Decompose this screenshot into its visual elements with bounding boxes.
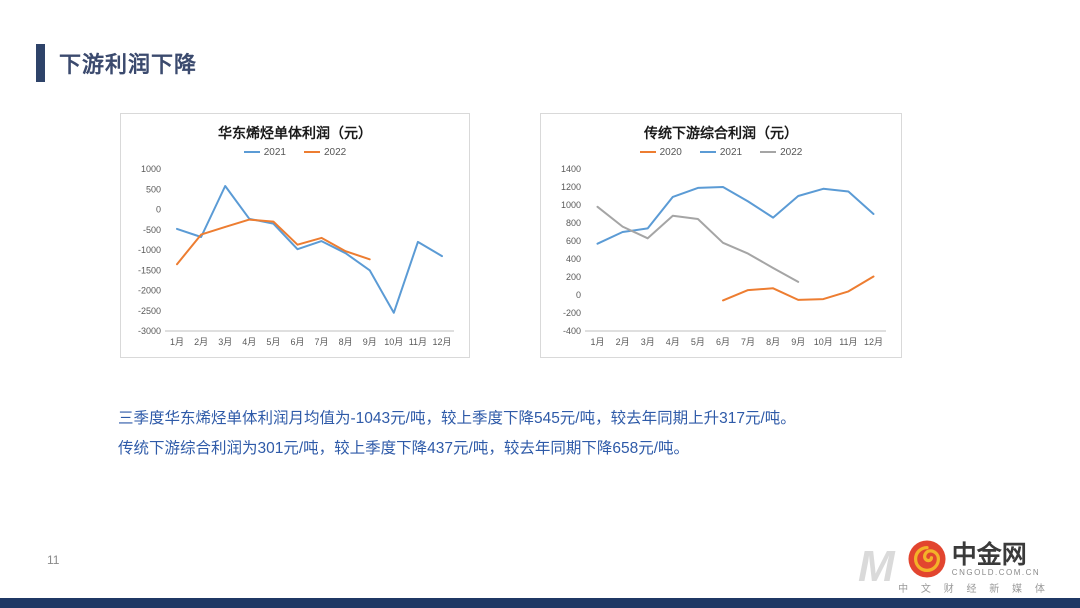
x-tick-label: 1月 xyxy=(170,337,184,347)
y-tick-label: -200 xyxy=(563,308,581,318)
x-tick-label: 10月 xyxy=(384,337,403,347)
y-tick-label: 0 xyxy=(156,205,161,215)
legend-swatch xyxy=(699,150,716,154)
y-tick-label: 0 xyxy=(576,290,581,300)
brand-tagline: 中 文 财 经 新 媒 体 xyxy=(898,584,1050,595)
x-tick-label: 6月 xyxy=(290,337,304,347)
series-line-2021 xyxy=(176,185,443,314)
series-line-2021 xyxy=(596,186,875,245)
x-tick-label: 1月 xyxy=(591,337,605,347)
legend-label: 2020 xyxy=(659,146,682,158)
y-tick-label: -500 xyxy=(143,225,161,235)
page-title: 下游利润下降 xyxy=(59,52,198,77)
chart-title: 华东烯烃单体利润（元） xyxy=(218,125,372,141)
x-tick-label: 10月 xyxy=(814,337,833,347)
legend-item-2022: 2022 xyxy=(304,147,346,158)
chart-legend: 2020 2021 2022 xyxy=(547,146,895,158)
series-line-2022 xyxy=(596,205,800,283)
brand-name: 中金网 xyxy=(951,540,1027,569)
x-tick-label: 7月 xyxy=(315,337,329,347)
x-tick-label: 2月 xyxy=(616,337,630,347)
x-tick-label: 3月 xyxy=(218,337,232,347)
legend-label: 2022 xyxy=(780,146,803,158)
y-tick-label: 600 xyxy=(566,236,581,246)
y-tick-label: -400 xyxy=(563,326,581,336)
x-tick-label: 11月 xyxy=(409,337,427,347)
x-tick-label: 8月 xyxy=(339,337,353,347)
footer-accent-bar xyxy=(0,598,1080,608)
y-tick-label: -2000 xyxy=(138,286,161,296)
legend-label: 2021 xyxy=(719,146,743,158)
brand-block: M 中金网 CNGOLD.COM.CN 中 文 财 经 新 媒 体 xyxy=(858,540,1074,595)
line-chart-monomer-profit: 1000 500 0 -500 -1000 -1500 -2000 -2500 -3000 1月 2… xyxy=(138,164,454,347)
line-chart-downstream-profit: 1400 1200 1000 800 600 400 200 0 -200 -400 1月 2月 3月 4… xyxy=(561,164,886,347)
y-tick-label: 200 xyxy=(566,272,581,282)
series-line-2020 xyxy=(722,275,875,302)
page-number: 11 xyxy=(47,553,60,567)
x-tick-label: 3月 xyxy=(641,337,655,347)
x-tick-label: 2月 xyxy=(194,337,208,347)
charts-row: 华东烯烃单体利润（元） 2021 2022 1000 500 0 -500 -1000 -1… xyxy=(120,113,902,358)
brand-logo-icon xyxy=(908,540,946,578)
y-tick-label: 1200 xyxy=(561,182,581,192)
legend-item-2021: 2021 xyxy=(243,146,286,158)
legend-swatch xyxy=(760,150,777,154)
x-tick-label: 9月 xyxy=(791,337,805,347)
y-tick-label: -3000 xyxy=(138,326,161,336)
legend-swatch xyxy=(243,150,260,154)
legend-label: 2022 xyxy=(324,146,347,158)
legend-swatch xyxy=(639,150,656,154)
legend-item-2020: 2020 xyxy=(639,146,682,158)
y-tick-label: -1000 xyxy=(138,245,161,255)
brand-domain: CNGOLD.COM.CN xyxy=(951,567,1041,577)
summary-line-1: 三季度华东烯烃单体利润月均值为-1043元/吨，较上季度下降545元/吨，较去年… xyxy=(118,410,796,427)
y-tick-label: 500 xyxy=(146,184,161,194)
chart-card-downstream-profit: 传统下游综合利润（元） 2020 2021 2022 1400 1200 1000 800… xyxy=(540,113,902,358)
chart-legend: 2021 2022 xyxy=(127,146,463,158)
legend-label: 2021 xyxy=(263,146,286,158)
x-tick-label: 5月 xyxy=(691,337,705,347)
summary-line-2: 传统下游综合利润为301元/吨，较上季度下降437元/吨，较去年同期下降658元… xyxy=(118,440,690,457)
series-line-2022 xyxy=(176,218,371,266)
x-tick-label: 11月 xyxy=(839,337,857,347)
y-tick-label: 800 xyxy=(566,218,581,228)
y-tick-label: 1000 xyxy=(561,200,581,210)
watermark-text: M xyxy=(858,542,895,591)
y-tick-label: 400 xyxy=(566,254,581,264)
x-tick-label: 6月 xyxy=(716,337,730,347)
y-tick-label: -2500 xyxy=(138,306,161,316)
legend-item-2022: 2022 xyxy=(760,147,802,158)
x-tick-label: 12月 xyxy=(864,337,883,347)
x-tick-label: 4月 xyxy=(666,337,680,347)
title-accent-bar xyxy=(36,44,45,82)
chart-title: 传统下游综合利润（元） xyxy=(644,125,798,141)
legend-swatch xyxy=(304,150,320,154)
slide-title-row: 下游利润下降 xyxy=(36,44,197,82)
x-tick-label: 9月 xyxy=(363,337,377,347)
brand-name-block: 中金网 CNGOLD.COM.CN xyxy=(952,542,1040,577)
brand-main: 中金网 CNGOLD.COM.CN xyxy=(874,540,1074,578)
chart-card-monomer-profit: 华东烯烃单体利润（元） 2021 2022 1000 500 0 -500 -1000 -1… xyxy=(120,113,470,358)
x-tick-label: 5月 xyxy=(266,337,280,347)
legend-item-2021: 2021 xyxy=(699,146,743,158)
x-tick-label: 7月 xyxy=(741,337,755,347)
summary-text: 三季度华东烯烃单体利润月均值为-1043元/吨，较上季度下降545元/吨，较去年… xyxy=(118,404,968,464)
x-tick-label: 8月 xyxy=(766,337,780,347)
y-tick-label: -1500 xyxy=(138,265,161,275)
x-tick-label: 4月 xyxy=(242,337,256,347)
y-tick-label: 1400 xyxy=(561,164,581,174)
x-tick-label: 12月 xyxy=(432,337,451,347)
y-tick-label: 1000 xyxy=(141,164,161,174)
